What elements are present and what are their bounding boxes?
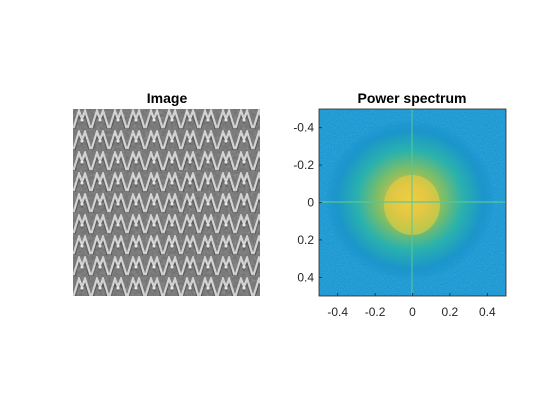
x-tick-label: 0.4 [479, 305, 496, 319]
y-axis: -0.4 -0.2 0 0.2 0.4 [293, 121, 322, 284]
x-tick-label: -0.4 [327, 305, 348, 319]
y-tick-label: 0 [307, 196, 314, 210]
image-panel-title: Image [147, 90, 188, 106]
y-tick-label: -0.2 [293, 158, 314, 172]
texture-image [73, 109, 260, 296]
spectrum-heatmap [319, 109, 506, 296]
x-tick-label: -0.2 [365, 305, 386, 319]
spectrum-panel-title: Power spectrum [358, 90, 467, 106]
x-tick-label: 0 [409, 305, 416, 319]
spectrum-panel: Power spectrum -0.4 -0.2 0 0.2 0.4 -0.4 -0.2 0… [293, 90, 507, 319]
y-tick-label: 0.4 [297, 270, 314, 284]
y-tick-label: 0.2 [297, 233, 314, 247]
image-panel: Image [73, 90, 260, 296]
x-axis: -0.4 -0.2 0 0.2 0.4 [327, 293, 496, 319]
x-tick-label: 0.2 [442, 305, 459, 319]
y-tick-label: -0.4 [293, 121, 314, 135]
